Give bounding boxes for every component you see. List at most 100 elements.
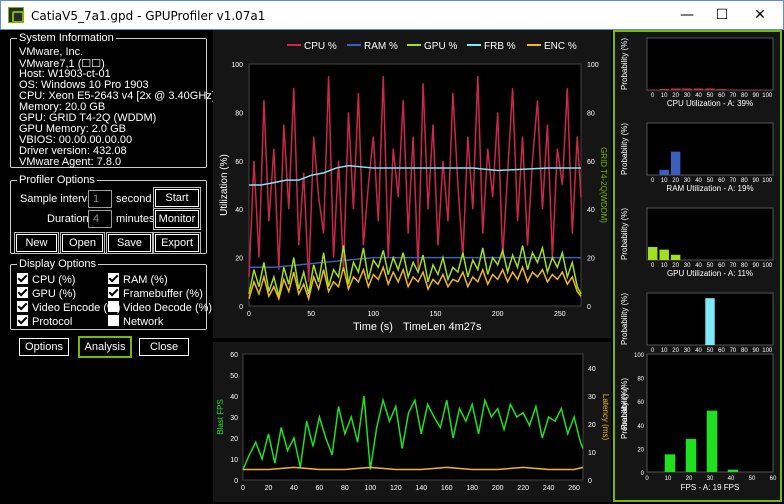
histogram-y-tick: 60: [637, 400, 644, 406]
checkbox-video-encode[interactable]: Video Encode (%): [17, 301, 120, 314]
display-options-legend: Display Options: [17, 258, 99, 270]
histogram-bar: [685, 438, 697, 472]
histogram-x-tick: 50: [707, 93, 714, 99]
save-button[interactable]: Save: [106, 232, 153, 254]
y-axis-label: Blast FPS: [216, 399, 225, 435]
checkbox-box[interactable]: [108, 273, 119, 284]
histogram-x-tick: 100: [762, 178, 773, 184]
series-line-enc-: [248, 265, 582, 302]
checkbox-box[interactable]: [17, 315, 28, 326]
y-tick-label: 20: [235, 256, 243, 263]
system-info-legend: System Information: [17, 32, 116, 44]
fps-chart: 0 10 20 30 40 50 60 0 10 20 30 40 0 20 40 60 80 100 120 140…: [213, 342, 611, 502]
histogram-title: FPS - A: 19 FPS: [681, 483, 740, 492]
histogram-x-tick: 10: [661, 178, 668, 184]
legend-label: GPU %: [424, 41, 457, 52]
series-line-cpu-: [248, 76, 582, 282]
checkbox-box[interactable]: [108, 301, 119, 312]
histogram-x-tick: 20: [672, 93, 679, 99]
histogram-x-tick: 30: [684, 178, 691, 184]
open-button[interactable]: Open: [60, 232, 105, 254]
y-right-tick-label: 20: [587, 256, 595, 263]
histogram-x-tick: 80: [741, 93, 748, 99]
histogram-bar: [682, 88, 692, 90]
x-tick-label: 40: [290, 485, 298, 492]
histogram-bar: [716, 88, 727, 90]
checkbox-box[interactable]: [17, 273, 28, 284]
checkbox-box[interactable]: [17, 301, 28, 312]
x-tick-label: 200: [492, 311, 504, 318]
duration-input[interactable]: 4: [88, 210, 112, 228]
window-title: CatiaV5_7a1.gpd - GPUProfiler v1.07a1: [31, 9, 266, 23]
y-right-tick-label: 60: [587, 159, 595, 166]
analysis-button[interactable]: Analysis: [78, 336, 132, 358]
close-window-button[interactable]: ✕: [754, 7, 766, 23]
checkbox-video-decode[interactable]: Video Decode (%): [108, 301, 212, 314]
checkbox-box[interactable]: [108, 315, 119, 326]
x-tick-label: 180: [466, 485, 478, 492]
histogram-x-tick: 70: [730, 178, 737, 184]
histogram-bar: [751, 89, 761, 90]
system-info-group: System Information VMware, Inc. VMware7,1…: [10, 32, 215, 168]
maximize-button[interactable]: ☐: [715, 7, 729, 23]
start-button[interactable]: Start: [153, 187, 201, 209]
y-right-tick-label: 40: [587, 207, 595, 214]
y-tick-label: 80: [235, 110, 243, 117]
checkbox-ram[interactable]: RAM (%): [108, 273, 168, 286]
y-tick-label: 0: [239, 304, 243, 311]
histogram-x-tick: 50: [707, 348, 714, 354]
x-tick-label: 0: [241, 485, 245, 492]
y-tick-label: 10: [230, 457, 238, 464]
histogram-bar: [648, 89, 658, 90]
system-info-line: Host: W1903-ct-01: [19, 68, 111, 80]
histogram-x-tick: 20: [686, 476, 693, 482]
histogram-x-tick: 0: [651, 348, 655, 354]
histogram-bar: [659, 88, 669, 90]
x-axis-label: Time (s): [353, 321, 393, 333]
x-tick-label: 240: [543, 485, 555, 492]
checkbox-gpu[interactable]: GPU (%): [17, 287, 76, 300]
export-button[interactable]: Export: [153, 232, 201, 254]
histogram-panel: Probability (%) 0 10 20 30 40 50 60 70 80 90 100 CPU…: [613, 30, 782, 502]
checkbox-box[interactable]: [108, 287, 119, 298]
options-button[interactable]: Options: [19, 338, 69, 356]
checkbox-protocol[interactable]: Protocol: [17, 315, 72, 328]
histogram-bar: [659, 169, 669, 175]
y-tick-label: 60: [235, 159, 243, 166]
y-tick-label: 60: [230, 352, 238, 359]
y-tick-label: 40: [235, 207, 243, 214]
x-tick-label: 20: [265, 485, 273, 492]
checkbox-network[interactable]: Network: [108, 315, 163, 328]
x-tick-label: 60: [316, 485, 324, 492]
minimize-button[interactable]: —: [680, 7, 694, 23]
histogram-bar: [739, 89, 750, 90]
profiler-options-group: Profiler Options: [10, 174, 207, 254]
histogram-x-tick: 90: [752, 178, 759, 184]
x-tick-label: 220: [517, 485, 529, 492]
plot-area: [242, 353, 584, 481]
series-line-ram-: [249, 256, 581, 269]
histogram-x-tick: 0: [651, 263, 655, 269]
y-axis-label: Utilization (%): [219, 154, 230, 216]
histogram-bar: [670, 88, 681, 90]
legend-label: RAM %: [364, 41, 398, 52]
sample-interval-input[interactable]: 1: [88, 190, 112, 208]
x-tick-label: 200: [492, 485, 504, 492]
legend-label: CPU %: [304, 41, 337, 52]
histogram-x-tick: 20: [672, 348, 679, 354]
checkbox-box[interactable]: [17, 287, 28, 298]
new-button[interactable]: New: [14, 232, 59, 254]
histogram-x-tick: 0: [651, 93, 655, 99]
fps-chart-svg: 0 10 20 30 40 50 60 0 10 20 30 40 0 20 40 60 80 100 120 140…: [216, 352, 610, 492]
histogram-y-label: Probability (%): [620, 208, 629, 260]
close-button[interactable]: Close: [139, 338, 189, 356]
monitor-button[interactable]: Monitor: [153, 208, 201, 230]
x-tick-label: 140: [415, 485, 427, 492]
checkbox-cpu[interactable]: CPU (%): [17, 273, 75, 286]
histogram-x-tick: 0: [651, 178, 655, 184]
checkbox-framebuffer[interactable]: Framebuffer (%): [108, 287, 203, 300]
x-tick-label: 0: [247, 311, 251, 318]
y-tick-label: 20: [230, 436, 238, 443]
legend-label: FRB %: [484, 41, 516, 52]
series-line-latency: [243, 466, 584, 471]
